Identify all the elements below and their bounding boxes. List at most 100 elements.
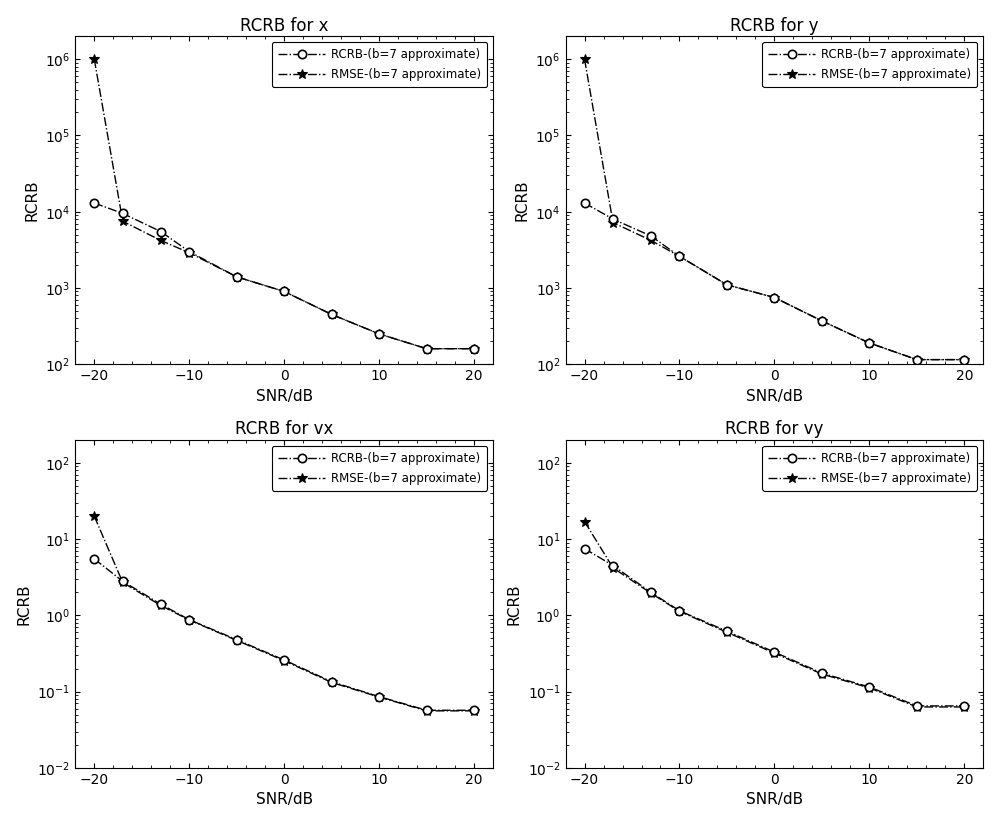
RCRB-(b=7 approximate)	[863, 682, 875, 692]
RMSE-(b=7 approximate)	[88, 511, 100, 521]
RMSE-(b=7 approximate)	[373, 329, 385, 339]
Line: RMSE-(b=7 approximate): RMSE-(b=7 approximate)	[89, 54, 479, 353]
RCRB-(b=7 approximate)	[155, 227, 167, 236]
RMSE-(b=7 approximate)	[468, 706, 480, 716]
RCRB-(b=7 approximate)	[421, 705, 433, 715]
RMSE-(b=7 approximate)	[911, 702, 923, 712]
RMSE-(b=7 approximate)	[721, 280, 733, 290]
RMSE-(b=7 approximate)	[607, 218, 619, 227]
RMSE-(b=7 approximate)	[231, 272, 243, 282]
RCRB-(b=7 approximate)	[816, 316, 828, 325]
RCRB-(b=7 approximate)	[231, 634, 243, 644]
RCRB-(b=7 approximate)	[326, 310, 338, 320]
RCRB-(b=7 approximate)	[117, 576, 129, 586]
RMSE-(b=7 approximate)	[579, 517, 591, 527]
RMSE-(b=7 approximate)	[958, 702, 970, 712]
RCRB-(b=7 approximate)	[768, 293, 780, 302]
RMSE-(b=7 approximate)	[117, 217, 129, 227]
RCRB-(b=7 approximate)	[863, 338, 875, 348]
RCRB-(b=7 approximate)	[468, 344, 480, 353]
RMSE-(b=7 approximate)	[421, 706, 433, 716]
RCRB-(b=7 approximate)	[816, 668, 828, 678]
RCRB-(b=7 approximate)	[958, 701, 970, 711]
RCRB-(b=7 approximate)	[768, 647, 780, 657]
RCRB-(b=7 approximate)	[117, 208, 129, 218]
Y-axis label: RCRB: RCRB	[17, 583, 32, 625]
RMSE-(b=7 approximate)	[183, 615, 195, 625]
RMSE-(b=7 approximate)	[88, 54, 100, 64]
RCRB-(b=7 approximate)	[721, 280, 733, 290]
Title: RCRB for x: RCRB for x	[240, 16, 328, 35]
RCRB-(b=7 approximate)	[721, 626, 733, 636]
Title: RCRB for vy: RCRB for vy	[725, 420, 824, 438]
Line: RMSE-(b=7 approximate): RMSE-(b=7 approximate)	[580, 517, 969, 712]
RCRB-(b=7 approximate)	[607, 214, 619, 224]
RMSE-(b=7 approximate)	[645, 236, 657, 246]
Legend: RCRB-(b=7 approximate), RMSE-(b=7 approximate): RCRB-(b=7 approximate), RMSE-(b=7 approx…	[272, 446, 487, 490]
Legend: RCRB-(b=7 approximate), RMSE-(b=7 approximate): RCRB-(b=7 approximate), RMSE-(b=7 approx…	[762, 446, 977, 490]
RCRB-(b=7 approximate)	[88, 198, 100, 208]
Legend: RCRB-(b=7 approximate), RMSE-(b=7 approximate): RCRB-(b=7 approximate), RMSE-(b=7 approx…	[272, 42, 487, 87]
RMSE-(b=7 approximate)	[958, 354, 970, 364]
RCRB-(b=7 approximate)	[155, 599, 167, 609]
RCRB-(b=7 approximate)	[579, 198, 591, 208]
RMSE-(b=7 approximate)	[607, 563, 619, 573]
RMSE-(b=7 approximate)	[721, 627, 733, 637]
RMSE-(b=7 approximate)	[117, 578, 129, 588]
RCRB-(b=7 approximate)	[373, 691, 385, 701]
X-axis label: SNR/dB: SNR/dB	[256, 793, 313, 808]
X-axis label: SNR/dB: SNR/dB	[746, 793, 803, 808]
RMSE-(b=7 approximate)	[278, 656, 290, 666]
RCRB-(b=7 approximate)	[645, 231, 657, 241]
RMSE-(b=7 approximate)	[768, 293, 780, 302]
RMSE-(b=7 approximate)	[231, 635, 243, 645]
X-axis label: SNR/dB: SNR/dB	[256, 389, 313, 404]
RCRB-(b=7 approximate)	[278, 287, 290, 297]
Line: RCRB-(b=7 approximate): RCRB-(b=7 approximate)	[580, 199, 969, 363]
Title: RCRB for vx: RCRB for vx	[235, 420, 333, 438]
Line: RCRB-(b=7 approximate): RCRB-(b=7 approximate)	[90, 199, 478, 353]
RMSE-(b=7 approximate)	[421, 344, 433, 353]
RMSE-(b=7 approximate)	[183, 248, 195, 258]
RMSE-(b=7 approximate)	[155, 236, 167, 246]
RMSE-(b=7 approximate)	[816, 316, 828, 325]
RCRB-(b=7 approximate)	[468, 705, 480, 715]
RCRB-(b=7 approximate)	[326, 677, 338, 686]
RCRB-(b=7 approximate)	[183, 615, 195, 625]
RMSE-(b=7 approximate)	[816, 669, 828, 679]
RCRB-(b=7 approximate)	[278, 655, 290, 665]
Y-axis label: RCRB: RCRB	[507, 583, 522, 625]
RMSE-(b=7 approximate)	[468, 344, 480, 353]
Line: RCRB-(b=7 approximate): RCRB-(b=7 approximate)	[90, 555, 478, 714]
Y-axis label: RCRB: RCRB	[515, 180, 530, 221]
RCRB-(b=7 approximate)	[579, 544, 591, 554]
RMSE-(b=7 approximate)	[645, 588, 657, 598]
Line: RCRB-(b=7 approximate): RCRB-(b=7 approximate)	[580, 545, 969, 710]
RCRB-(b=7 approximate)	[231, 272, 243, 282]
RMSE-(b=7 approximate)	[768, 648, 780, 658]
RCRB-(b=7 approximate)	[673, 606, 685, 616]
RCRB-(b=7 approximate)	[673, 251, 685, 261]
Title: RCRB for y: RCRB for y	[730, 16, 819, 35]
RCRB-(b=7 approximate)	[607, 560, 619, 570]
RMSE-(b=7 approximate)	[579, 54, 591, 64]
RMSE-(b=7 approximate)	[863, 338, 875, 348]
RCRB-(b=7 approximate)	[645, 588, 657, 597]
RMSE-(b=7 approximate)	[326, 677, 338, 687]
Legend: RCRB-(b=7 approximate), RMSE-(b=7 approximate): RCRB-(b=7 approximate), RMSE-(b=7 approx…	[762, 42, 977, 87]
RMSE-(b=7 approximate)	[155, 601, 167, 611]
RMSE-(b=7 approximate)	[911, 354, 923, 364]
RMSE-(b=7 approximate)	[278, 287, 290, 297]
RCRB-(b=7 approximate)	[373, 329, 385, 339]
X-axis label: SNR/dB: SNR/dB	[746, 389, 803, 404]
RMSE-(b=7 approximate)	[673, 251, 685, 261]
RCRB-(b=7 approximate)	[911, 354, 923, 364]
RMSE-(b=7 approximate)	[326, 310, 338, 320]
RCRB-(b=7 approximate)	[421, 344, 433, 353]
RMSE-(b=7 approximate)	[863, 683, 875, 693]
RCRB-(b=7 approximate)	[183, 246, 195, 256]
RCRB-(b=7 approximate)	[88, 554, 100, 564]
RMSE-(b=7 approximate)	[673, 606, 685, 616]
Y-axis label: RCRB: RCRB	[24, 180, 39, 221]
RCRB-(b=7 approximate)	[958, 354, 970, 364]
